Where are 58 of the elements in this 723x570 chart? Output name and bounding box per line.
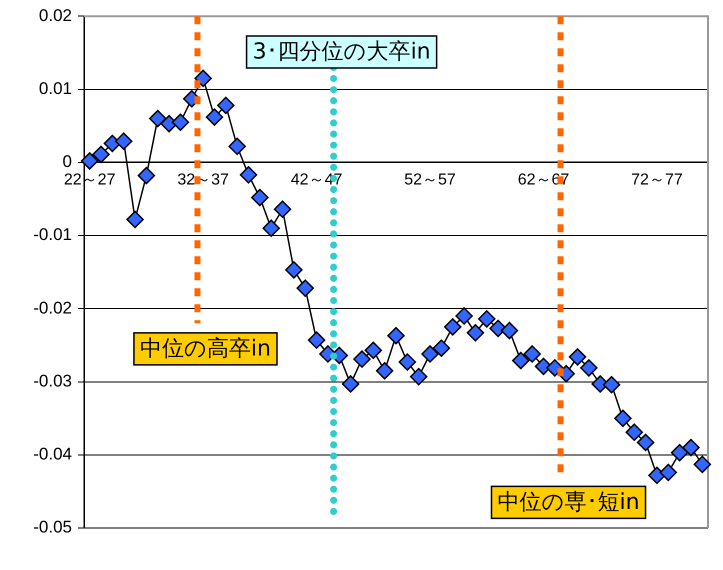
point [194, 70, 212, 88]
point [228, 138, 246, 156]
y-tick-label: -0.04 [33, 444, 72, 464]
point [580, 359, 598, 377]
point [342, 375, 360, 393]
point [432, 339, 450, 357]
annotation: 中位の専･短in [497, 490, 640, 516]
point [694, 456, 712, 474]
point [364, 342, 382, 360]
point [387, 326, 405, 344]
point [206, 108, 224, 126]
point [376, 362, 394, 380]
point [682, 438, 700, 456]
point [421, 345, 439, 363]
point [636, 434, 654, 452]
point [478, 310, 496, 328]
point [274, 200, 292, 218]
point [455, 307, 473, 325]
x-tick-label: 52～57 [404, 171, 456, 188]
point [148, 110, 166, 128]
annotation: 3･四分位の大卒in [252, 40, 431, 65]
point [138, 166, 156, 184]
point [512, 352, 530, 370]
y-tick-label: -0.03 [33, 371, 72, 390]
point [410, 368, 428, 386]
y-tick-label: -0.01 [33, 225, 72, 244]
point [614, 410, 632, 428]
y-tick-label: 0.01 [38, 79, 72, 98]
point [444, 318, 462, 336]
point [670, 444, 688, 462]
annotation: 中位の高卒in [140, 336, 271, 362]
point [523, 345, 541, 363]
point [217, 96, 235, 114]
point [114, 132, 132, 150]
point [602, 376, 620, 394]
point [251, 188, 269, 206]
point [466, 324, 484, 342]
point [308, 331, 326, 349]
point [353, 350, 371, 368]
x-tick-label: 72～77 [631, 171, 683, 188]
point [240, 166, 258, 184]
x-tick-label: 22～27 [64, 171, 116, 188]
point [626, 423, 644, 441]
y-tick-label: -0.02 [33, 298, 72, 318]
point [398, 353, 416, 371]
point [500, 322, 518, 340]
point [296, 279, 314, 297]
point [172, 113, 190, 131]
point [660, 464, 678, 482]
y-tick-label: 0 [62, 152, 72, 172]
point [285, 261, 303, 279]
point [126, 210, 144, 228]
point [568, 348, 586, 366]
point [262, 219, 280, 237]
y-tick-label: -0.05 [33, 518, 72, 537]
point [92, 146, 110, 164]
y-tick-label: 0.02 [38, 6, 72, 25]
point [80, 152, 98, 170]
